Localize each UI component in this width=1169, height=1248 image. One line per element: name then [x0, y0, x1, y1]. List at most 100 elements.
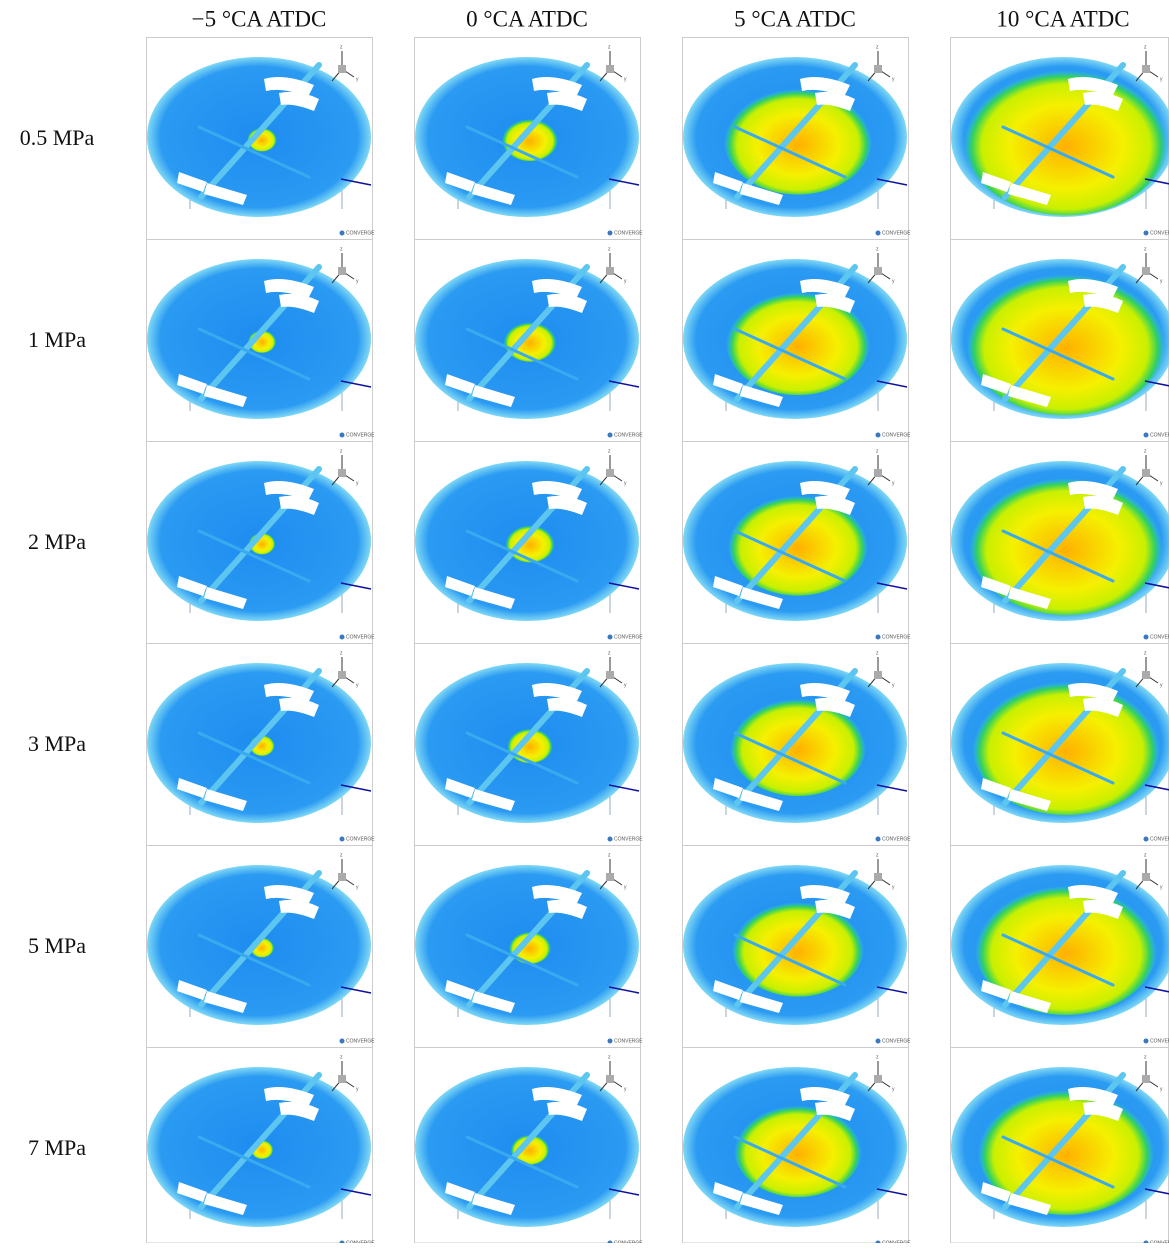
triad-box: [1142, 469, 1150, 477]
triad-box: [606, 469, 614, 477]
triad-box: [606, 65, 614, 73]
logo-text: CONVERGE: [1150, 836, 1169, 842]
triad-box: [338, 469, 346, 477]
logo-mark: [876, 1039, 881, 1044]
logo-text: CONVERGE: [1150, 230, 1169, 236]
triad-box: [874, 671, 882, 679]
row-label: 3 MPa: [28, 731, 86, 756]
logo-text: CONVERGE: [614, 432, 643, 438]
logo-mark: [340, 635, 345, 640]
flame-region: [969, 471, 1163, 615]
row-label: 5 MPa: [28, 933, 86, 958]
logo-text: CONVERGE: [346, 634, 375, 640]
logo-mark: [876, 231, 881, 236]
logo-text: CONVERGE: [346, 230, 375, 236]
triad-box: [338, 671, 346, 679]
logo-mark: [608, 1039, 613, 1044]
triad-box: [874, 267, 882, 275]
column-header: −5 °CA ATDC: [192, 6, 327, 31]
logo-text: CONVERGE: [614, 1038, 643, 1044]
logo-text: CONVERGE: [1150, 432, 1169, 438]
triad-box: [606, 873, 614, 881]
column-header: 5 °CA ATDC: [734, 6, 856, 31]
logo-mark: [340, 837, 345, 842]
triad-box: [874, 873, 882, 881]
logo-mark: [608, 433, 613, 438]
triad-box: [874, 65, 882, 73]
figure: −5 °CA ATDC 0 °CA ATDC 5 °CA ATDC 10 °CA AT…: [0, 0, 1169, 1243]
triad-box: [338, 1075, 346, 1083]
triad-box: [874, 1075, 882, 1083]
triad-box: [338, 65, 346, 73]
triad-box: [874, 469, 882, 477]
logo-text: CONVERGE: [882, 230, 911, 236]
row-label: 2 MPa: [28, 529, 86, 554]
logo-text: CONVERGE: [882, 432, 911, 438]
triad-box: [1142, 671, 1150, 679]
logo-text: CONVERGE: [1150, 634, 1169, 640]
triad-box: [1142, 873, 1150, 881]
triad-box: [1142, 267, 1150, 275]
logo-mark: [876, 433, 881, 438]
triad-box: [606, 671, 614, 679]
triad-box: [1142, 1075, 1150, 1083]
logo-text: CONVERGE: [346, 1038, 375, 1044]
logo-text: CONVERGE: [882, 634, 911, 640]
logo-text: CONVERGE: [882, 1038, 911, 1044]
logo-text: CONVERGE: [614, 634, 643, 640]
logo-text: CONVERGE: [346, 836, 375, 842]
triad-box: [338, 873, 346, 881]
logo-text: CONVERGE: [882, 836, 911, 842]
logo-mark: [1144, 433, 1149, 438]
logo-mark: [876, 837, 881, 842]
row-label: 7 MPa: [28, 1135, 86, 1160]
logo-text: CONVERGE: [346, 432, 375, 438]
logo-mark: [1144, 1039, 1149, 1044]
logo-text: CONVERGE: [1150, 1038, 1169, 1044]
logo-mark: [340, 231, 345, 236]
flame-region: [963, 63, 1169, 216]
logo-mark: [608, 837, 613, 842]
logo-mark: [1144, 231, 1149, 236]
row-label: 1 MPa: [28, 327, 86, 352]
logo-text: CONVERGE: [614, 836, 643, 842]
logo-mark: [340, 1039, 345, 1044]
row-label: 0.5 MPa: [20, 125, 95, 150]
logo-mark: [340, 433, 345, 438]
column-header: 0 °CA ATDC: [466, 6, 588, 31]
page: {"columns": ["\u22125 \u00b0CA ATDC", "0…: [0, 0, 1169, 1243]
triad-box: [606, 267, 614, 275]
column-header: 10 °CA ATDC: [996, 6, 1129, 31]
flame-region: [966, 267, 1166, 416]
triad-box: [1142, 65, 1150, 73]
logo-mark: [608, 635, 613, 640]
logo-mark: [876, 635, 881, 640]
logo-mark: [1144, 837, 1149, 842]
triad-box: [338, 267, 346, 275]
logo-mark: [608, 231, 613, 236]
triad-box: [606, 1075, 614, 1083]
